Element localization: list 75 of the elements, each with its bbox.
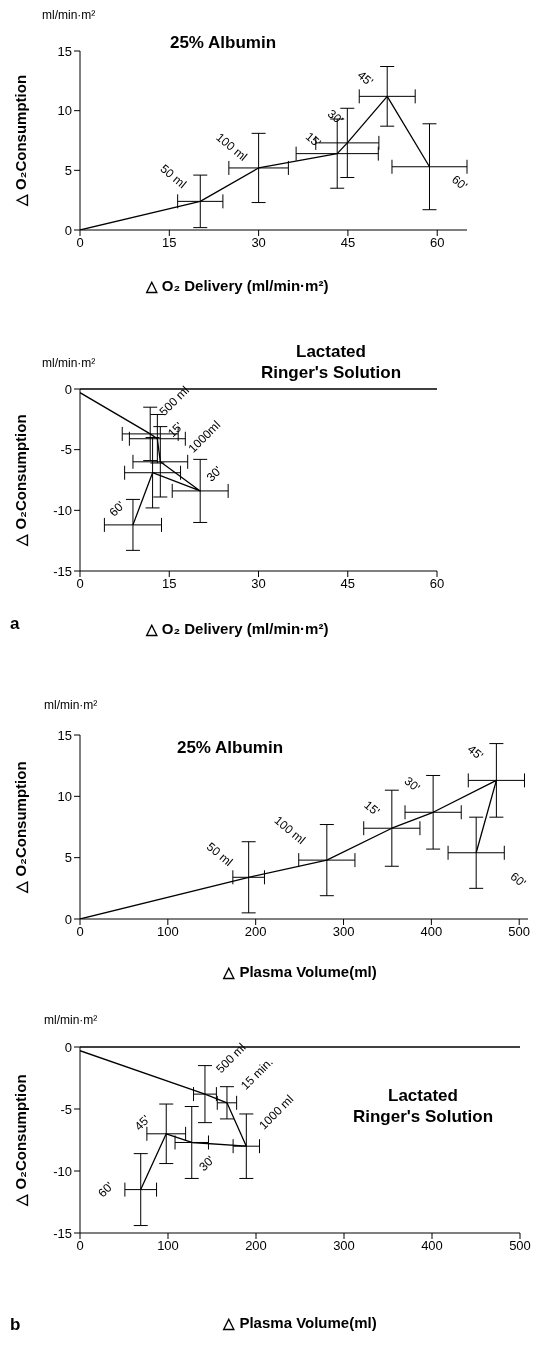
x-tick-label: 300 <box>333 1238 355 1254</box>
x-tick-label: 400 <box>421 1238 443 1254</box>
x-tick-label: 15 <box>162 235 177 251</box>
x-tick-label: 0 <box>76 235 84 251</box>
annotation: 100 ml <box>271 813 309 848</box>
y-tick-label: 5 <box>64 162 72 178</box>
x-tick-label: 15 <box>162 576 177 592</box>
text: ml/min·m² <box>42 356 96 370</box>
y-tick-label: -15 <box>53 563 72 579</box>
x-tick-label: 45 <box>340 235 356 251</box>
annotation: 45' <box>354 67 376 89</box>
annotation: 30' <box>401 773 423 795</box>
x-axis-title: △ O₂ Delivery (ml/min·m²) <box>144 277 329 294</box>
y-tick-label: -10 <box>53 1163 72 1179</box>
x-tick-label: 500 <box>509 1238 531 1254</box>
x-tick-label: 200 <box>245 1238 267 1254</box>
y-tick-label: 0 <box>64 1039 72 1055</box>
x-tick-label: 30 <box>251 576 266 592</box>
text: ml/min·m² <box>44 698 98 712</box>
annotation: 60' <box>507 869 529 891</box>
text: a <box>10 614 20 634</box>
y-tick-label: 0 <box>64 381 72 397</box>
annotation: 100 ml <box>213 130 250 164</box>
chart-title: Lactated Ringer's Solution <box>259 341 402 383</box>
annotation: 30' <box>196 1153 218 1174</box>
x-tick-label: 300 <box>332 924 355 940</box>
x-axis-title: △ Plasma Volume(ml) <box>222 1314 377 1331</box>
x-tick-label: 200 <box>244 924 267 940</box>
annotation: 30' <box>203 463 225 485</box>
y-tick-label: -15 <box>53 1225 72 1241</box>
x-tick-label: 60 <box>430 235 445 251</box>
y-axis-title: △ O₂Consumption <box>11 414 29 547</box>
y-tick-label: 0 <box>64 222 72 238</box>
text: b <box>10 1315 21 1335</box>
y-axis-title: △ O₂Consumption <box>11 1074 29 1207</box>
x-tick-label: 100 <box>156 924 179 940</box>
annotation: 60' <box>449 172 470 194</box>
text: Lactated Ringer's Solution <box>351 1085 494 1127</box>
y-tick-label: 10 <box>57 103 72 119</box>
y-axis-title: △ O₂Consumption <box>11 761 29 894</box>
annotation: 30' <box>324 106 346 128</box>
y-tick-label: 5 <box>64 850 72 866</box>
x-axis-title: △ Plasma Volume(ml) <box>222 963 377 980</box>
annotation: 15' <box>302 129 324 151</box>
x-tick-label: 45 <box>340 576 355 592</box>
x-tick-label: 100 <box>157 1238 179 1254</box>
annotation: 500 ml <box>156 383 192 419</box>
annotation: 45' <box>131 1112 153 1134</box>
y-tick-label: 15 <box>57 727 72 743</box>
x-tick-label: 60 <box>429 576 445 592</box>
x-tick-label: 500 <box>508 924 531 940</box>
annotation: 60' <box>95 1179 117 1201</box>
x-tick-label: 0 <box>76 576 84 592</box>
annotation: 15' <box>164 419 186 441</box>
x-tick-label: 0 <box>76 924 84 940</box>
annotation: 50 ml <box>203 839 236 870</box>
x-tick-label: 400 <box>420 924 443 940</box>
y-tick-label: -5 <box>60 1101 72 1117</box>
y-tick-label: -5 <box>60 442 72 458</box>
y-tick-label: 15 <box>57 43 72 59</box>
annotation: 45' <box>464 742 486 763</box>
annotation: 15' <box>361 797 383 819</box>
y-axis-title: △ O₂Consumption <box>11 74 29 208</box>
text: ml/min·m² <box>44 1013 98 1027</box>
chart-title: 25% Albumin <box>175 737 285 758</box>
annotation: 60' <box>106 498 128 520</box>
chart-title: 25% Albumin <box>168 32 278 53</box>
x-axis-title: △ O₂ Delivery (ml/min·m²) <box>144 620 329 637</box>
x-tick-label: 0 <box>76 1238 84 1254</box>
y-tick-label: -10 <box>53 502 72 518</box>
y-tick-label: 0 <box>64 911 72 927</box>
y-tick-label: 10 <box>57 788 72 804</box>
text: ml/min·m² <box>42 8 96 22</box>
x-tick-label: 30 <box>251 235 266 251</box>
annotation: 50 ml <box>157 161 190 192</box>
